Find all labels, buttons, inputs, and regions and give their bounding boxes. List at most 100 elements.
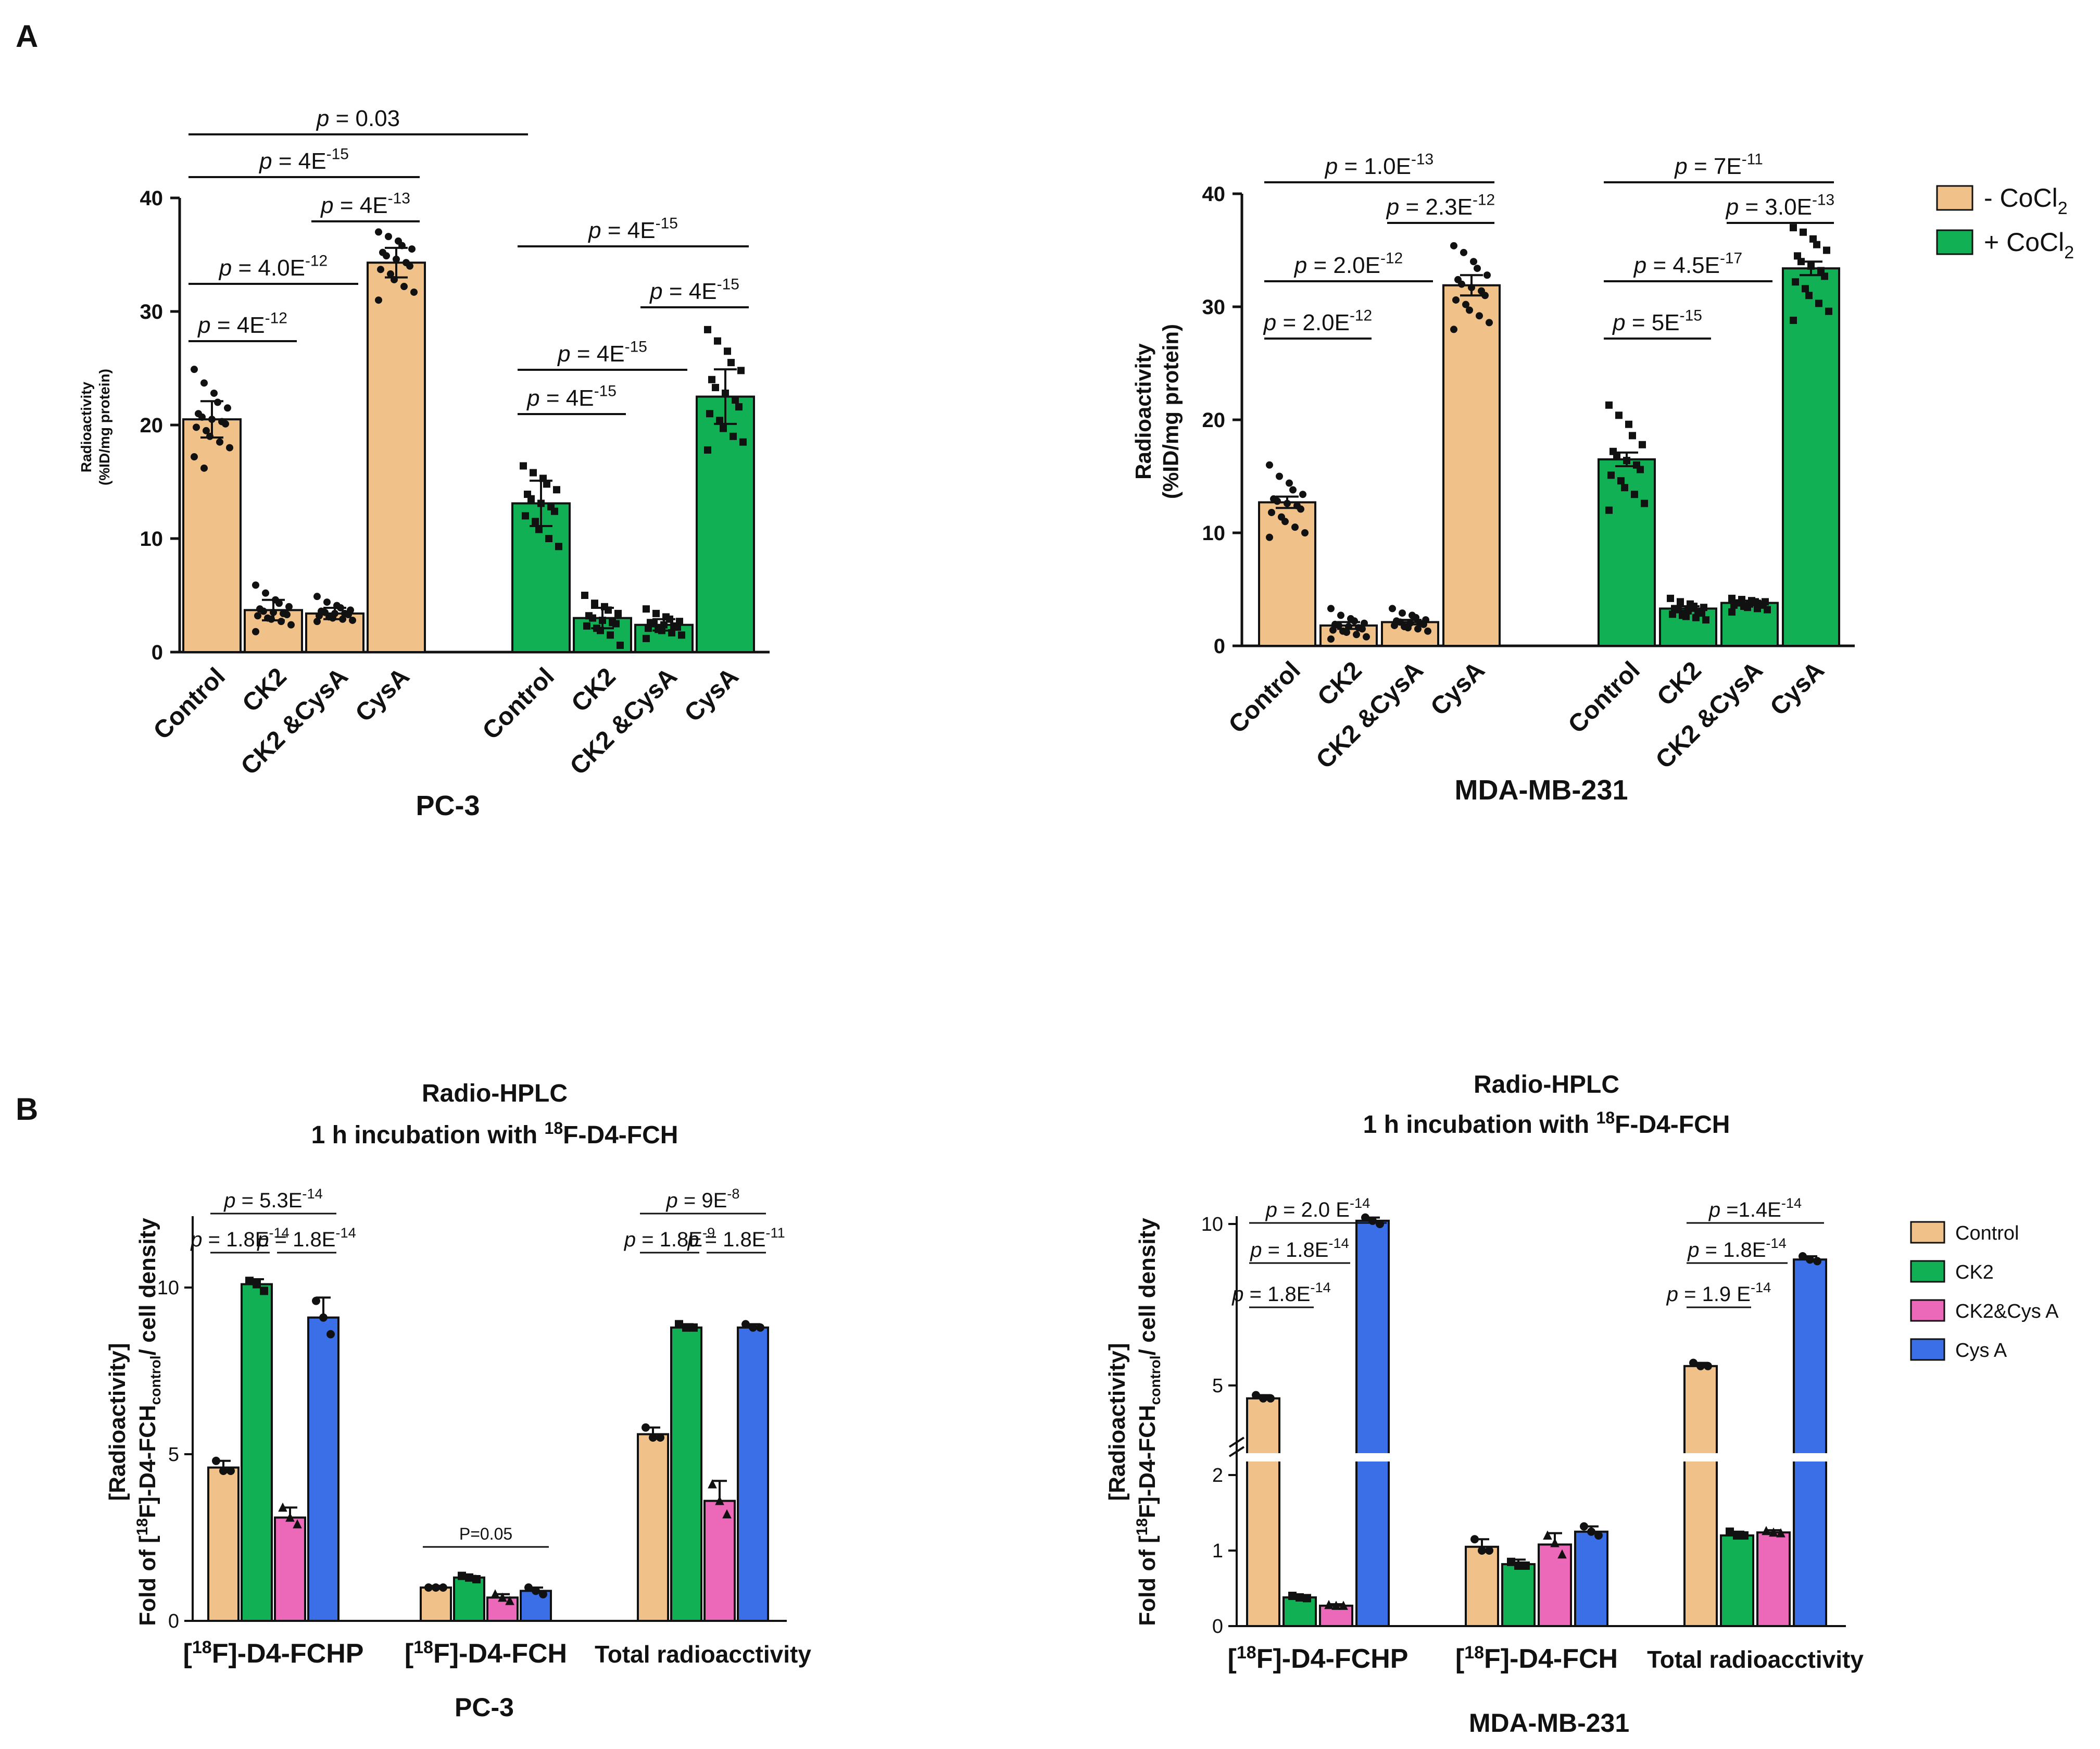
y-axis-title: [Radioactivity]Fold of [18F]-D4-FCHcontr…: [105, 1218, 164, 1626]
data-point: [1805, 292, 1813, 299]
data-point: [527, 495, 535, 503]
data-point: [287, 621, 295, 629]
significance-label: P=0.05: [459, 1525, 512, 1543]
data-point: [676, 618, 683, 626]
data-point: [607, 631, 614, 639]
chart-title-line1: Radio-HPLC: [422, 1080, 568, 1107]
y-axis-title-line1: Radioactivity: [78, 381, 94, 472]
bar: [1442, 284, 1501, 647]
data-point: [260, 607, 267, 615]
data-point: [649, 1433, 657, 1442]
data-point: [520, 462, 527, 470]
chart-a2: 0 10 20 30 40 Radioactivity (%ID/mg protein) Co…: [1131, 151, 1855, 806]
data-point: [458, 1571, 466, 1580]
data-point: [393, 255, 400, 263]
axis-break-mark: [1228, 1446, 1245, 1457]
data-point: [1345, 623, 1352, 631]
bar: [182, 418, 242, 653]
data-point: [1797, 258, 1805, 266]
data-point: [283, 611, 291, 619]
chart-b2: 0 1 2 5 10 Radio-HPLC 1 h incubation with 18F-…: [1104, 1071, 1864, 1738]
data-point: [643, 605, 650, 613]
legend-label: - CoCl2: [1984, 183, 2068, 218]
data-point: [1335, 621, 1342, 629]
data-point: [337, 604, 344, 611]
bar-break-gap: [1355, 1453, 1390, 1461]
legend-swatch: [1910, 1338, 1945, 1361]
data-point: [1682, 613, 1690, 620]
data-point: [1460, 248, 1467, 256]
legends-layer: - CoCl2 + CoCl2 Control CK2 CK2&Cys A Cys A: [1910, 183, 2074, 1361]
data-point: [599, 616, 606, 624]
data-point: [1799, 1252, 1807, 1260]
data-point: [583, 622, 590, 630]
data-point: [1485, 1546, 1493, 1555]
data-point: [1359, 625, 1366, 633]
data-point: [1762, 1526, 1771, 1535]
data-point: [1289, 486, 1297, 494]
data-point: [505, 1596, 514, 1605]
data-point: [1297, 505, 1304, 513]
data-point: [1299, 491, 1306, 498]
data-point: [704, 446, 711, 454]
data-point: [530, 469, 537, 477]
x-axis-title: PC-3: [416, 790, 480, 821]
data-point: [1353, 631, 1360, 639]
data-point: [1813, 1257, 1821, 1266]
y-tick-label: 5: [1212, 1375, 1223, 1397]
data-point: [214, 398, 221, 406]
bar: [1720, 1534, 1754, 1627]
legend-swatch: [1910, 1299, 1945, 1322]
legend-label: + CoCl2: [1984, 228, 2074, 263]
y-tick-label: 0: [1214, 635, 1225, 658]
y-tick-label: 20: [140, 414, 164, 437]
data-point: [537, 499, 545, 507]
bar-break-gap: [1246, 1453, 1280, 1461]
data-point: [730, 432, 737, 440]
data-point: [708, 1479, 717, 1489]
significance-label: p = 1.9 E-14: [1666, 1279, 1771, 1306]
bar: [1355, 1219, 1390, 1628]
data-point: [532, 518, 539, 526]
data-point: [253, 1280, 261, 1289]
data-point: [1466, 306, 1473, 314]
category-label: CysA: [680, 663, 744, 727]
data-point: [1361, 619, 1368, 627]
data-point: [1754, 605, 1761, 613]
data-point: [545, 535, 552, 542]
data-point: [617, 641, 624, 649]
category-label: CysA: [350, 663, 415, 727]
category-label: CK2 &CysA: [1311, 656, 1429, 774]
data-point: [339, 615, 346, 623]
data-point: [1605, 401, 1613, 409]
y-tick-label: 10: [157, 1277, 179, 1299]
data-point: [252, 628, 259, 635]
data-point: [1806, 1255, 1814, 1264]
data-point: [323, 598, 331, 606]
data-point: [1802, 285, 1809, 293]
data-point: [1486, 319, 1493, 327]
data-point: [1468, 284, 1475, 292]
data-point: [191, 453, 198, 461]
data-point: [1351, 617, 1358, 625]
data-point: [1813, 241, 1820, 248]
legend-label: CK2: [1955, 1261, 1994, 1283]
data-point: [715, 1496, 724, 1505]
data-point: [614, 609, 622, 617]
data-point: [268, 615, 275, 623]
data-point: [219, 1467, 228, 1475]
y-axis-title-line2: Fold of [18F]-D4-FCHcontrol/ cell densit…: [134, 1218, 164, 1626]
data-point: [682, 1323, 690, 1332]
data-point: [191, 366, 198, 373]
data-point: [1615, 411, 1623, 419]
data-point: [208, 416, 216, 423]
data-point: [260, 1286, 268, 1295]
data-point: [650, 620, 658, 628]
category-label: Control: [477, 663, 560, 745]
data-point: [732, 396, 739, 404]
data-point: [1594, 1531, 1603, 1540]
category-label: CK2: [1652, 656, 1706, 711]
data-point: [1700, 604, 1707, 611]
y-tick-label: 1: [1212, 1540, 1223, 1562]
data-point: [660, 621, 668, 629]
